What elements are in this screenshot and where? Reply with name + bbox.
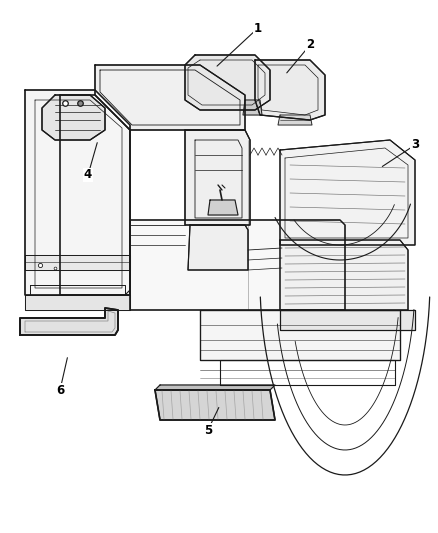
Polygon shape xyxy=(155,390,275,420)
Polygon shape xyxy=(200,310,400,360)
Polygon shape xyxy=(188,225,248,270)
Polygon shape xyxy=(25,295,130,310)
Polygon shape xyxy=(278,115,312,125)
Polygon shape xyxy=(255,60,325,120)
Polygon shape xyxy=(20,308,118,335)
Polygon shape xyxy=(60,95,130,295)
Polygon shape xyxy=(185,130,250,225)
Polygon shape xyxy=(25,255,130,270)
Polygon shape xyxy=(280,140,415,245)
Polygon shape xyxy=(155,385,275,390)
Polygon shape xyxy=(42,95,105,140)
Text: 1: 1 xyxy=(254,21,262,35)
Text: 3: 3 xyxy=(411,139,419,151)
Polygon shape xyxy=(243,100,262,115)
Text: 6: 6 xyxy=(56,384,64,397)
Polygon shape xyxy=(208,200,238,215)
Polygon shape xyxy=(280,240,408,310)
Text: 2: 2 xyxy=(306,38,314,52)
Polygon shape xyxy=(95,65,245,130)
Polygon shape xyxy=(185,55,270,110)
Polygon shape xyxy=(25,90,130,295)
Polygon shape xyxy=(280,310,415,330)
Text: 5: 5 xyxy=(204,424,212,437)
Text: 4: 4 xyxy=(84,168,92,182)
Polygon shape xyxy=(130,220,345,310)
